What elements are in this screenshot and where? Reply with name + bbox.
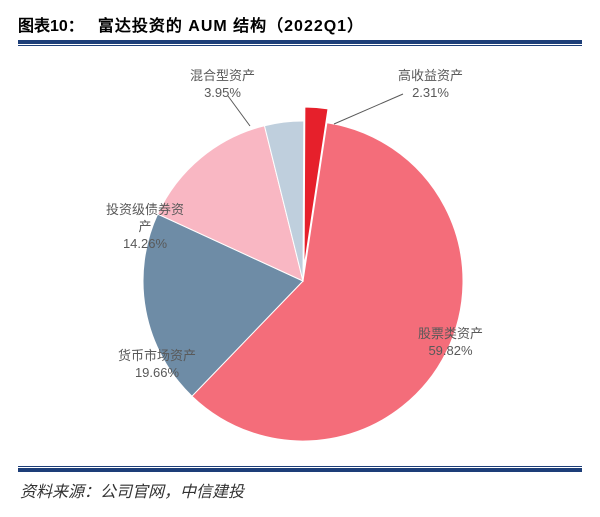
chart-header: 图表10： 富达投资的 AUM 结构（2022Q1） xyxy=(18,12,582,40)
chart-title: 富达投资的 AUM 结构（2022Q1） xyxy=(98,12,364,36)
slice-label: 高收益资产2.31% xyxy=(398,68,463,102)
slice-label: 货币市场资产19.66% xyxy=(118,348,196,382)
slice-label: 股票类资产59.82% xyxy=(418,326,483,360)
header-rule-thick xyxy=(18,40,582,44)
footer-rule-thin xyxy=(18,466,582,467)
slice-label: 混合型资产3.95% xyxy=(190,68,255,102)
chart-number: 图表10： xyxy=(18,12,84,36)
slice-label: 投资级债券资产14.26% xyxy=(106,202,184,253)
leader-line xyxy=(334,94,403,124)
source-text: 资料来源：公司官网，中信建投 xyxy=(18,472,582,502)
pie-svg xyxy=(18,46,582,466)
pie-chart: 股票类资产59.82% 货币市场资产19.66% 投资级债券资产14.26% 混合型资… xyxy=(18,46,582,466)
